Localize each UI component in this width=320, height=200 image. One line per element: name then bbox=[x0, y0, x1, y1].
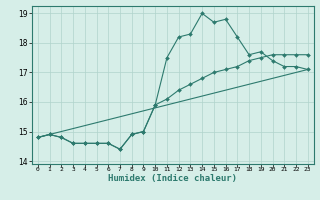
X-axis label: Humidex (Indice chaleur): Humidex (Indice chaleur) bbox=[108, 174, 237, 183]
